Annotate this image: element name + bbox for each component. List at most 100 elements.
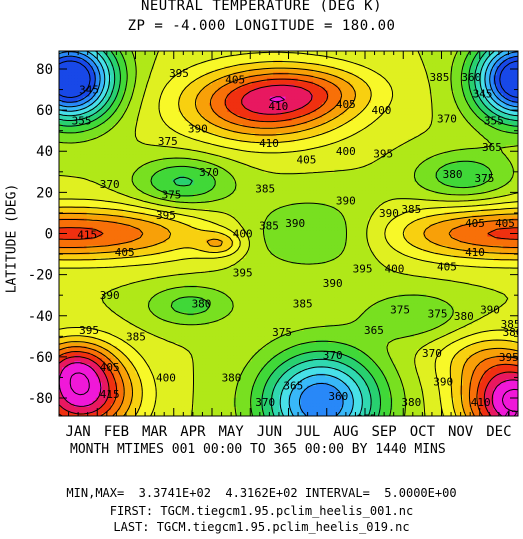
contour-cell	[395, 99, 400, 104]
contour-cell	[236, 130, 241, 134]
contour-cell	[352, 117, 357, 122]
contour-cell	[395, 130, 400, 134]
contour-cell	[316, 102, 320, 107]
contour-cell	[291, 69, 296, 73]
contour-cell	[135, 51, 140, 55]
contour-cell	[478, 63, 482, 67]
contour-cell	[65, 102, 69, 107]
contour-cell	[239, 111, 244, 116]
contour-cell	[248, 66, 253, 70]
contour-cell	[475, 133, 479, 137]
contour-cell	[312, 72, 317, 76]
contour-cell	[343, 63, 348, 67]
contour-cell	[74, 136, 78, 140]
contour-cell	[374, 96, 378, 101]
contour-cell	[245, 136, 250, 140]
contour-cell	[242, 130, 247, 134]
contour-cell	[303, 117, 308, 122]
contour-cell	[472, 120, 476, 125]
contour-cell	[291, 136, 296, 140]
contour-cell	[273, 117, 277, 122]
contour-cell	[490, 69, 495, 73]
contour-cell	[120, 102, 124, 107]
contour-cell	[469, 117, 473, 122]
contour-cell	[199, 66, 204, 70]
contour-cell	[444, 90, 449, 95]
contour-cell	[107, 87, 112, 92]
contour-cell	[355, 57, 360, 61]
contour-cell	[199, 120, 204, 125]
contour-cell	[65, 66, 69, 70]
contour-cell	[395, 75, 400, 79]
contour-cell	[172, 63, 176, 67]
contour-cell	[361, 90, 366, 95]
contour-cell	[107, 127, 112, 131]
contour-cell	[98, 78, 103, 83]
contour-cell	[493, 87, 498, 92]
contour-cell	[159, 102, 164, 107]
contour-cell	[410, 63, 415, 67]
contour-cell	[215, 136, 219, 140]
contour-cell	[89, 99, 94, 104]
contour-cell	[352, 84, 357, 89]
contour-cell	[101, 124, 106, 128]
contour-cell	[429, 133, 433, 137]
contour-cell	[435, 75, 440, 79]
contour-cell	[156, 69, 161, 73]
contour-cell	[147, 120, 152, 125]
contour-cell	[126, 130, 130, 134]
contour-cell	[129, 51, 134, 55]
contour-cell	[343, 72, 348, 76]
contour-cell	[156, 63, 161, 67]
contour-cell	[352, 90, 357, 95]
contour-cell	[178, 60, 182, 64]
contour-cell	[147, 105, 152, 110]
contour-cell	[230, 102, 235, 107]
contour-cell	[429, 81, 433, 86]
contour-cell	[328, 57, 332, 61]
contour-cell	[202, 127, 207, 131]
contour-cell	[340, 120, 345, 125]
contour-cell	[107, 84, 112, 89]
contour-cell	[291, 90, 296, 95]
contour-cell	[487, 108, 492, 113]
contour-cell	[184, 102, 189, 107]
contour-cell	[135, 96, 140, 101]
contour-cell	[496, 66, 501, 70]
contour-cell	[104, 93, 109, 98]
contour-cell	[502, 124, 507, 128]
contour-cell	[316, 54, 320, 58]
contour-cell	[245, 133, 250, 137]
contour-cell	[343, 66, 348, 70]
contour-cell	[426, 84, 430, 89]
contour-cell	[236, 54, 241, 58]
contour-cell	[77, 114, 82, 119]
contour-cell	[270, 102, 274, 107]
contour-cell	[95, 111, 100, 116]
contour-cell	[337, 117, 342, 122]
contour-cell	[337, 111, 342, 116]
contour-cell	[401, 90, 406, 95]
contour-cell	[245, 54, 250, 58]
contour-cell	[267, 108, 271, 113]
contour-cell	[86, 72, 91, 76]
contour-cell	[475, 130, 479, 134]
contour-cell	[432, 133, 436, 137]
contour-cell	[389, 102, 394, 107]
contour-cell	[383, 127, 388, 131]
contour-cell	[202, 114, 207, 119]
contour-cell	[355, 78, 360, 83]
contour-cell	[352, 105, 357, 110]
contour-cell	[300, 54, 305, 58]
contour-cell	[374, 111, 378, 116]
contour-cell	[361, 99, 366, 104]
contour-cell	[224, 114, 228, 119]
contour-cell	[181, 57, 186, 61]
contour-cell	[300, 93, 305, 98]
contour-cell	[107, 99, 112, 104]
contour-cell	[62, 57, 66, 61]
contour-cell	[147, 102, 152, 107]
contour-cell	[282, 108, 287, 113]
contour-cell	[279, 90, 283, 95]
contour-cell	[502, 117, 507, 122]
